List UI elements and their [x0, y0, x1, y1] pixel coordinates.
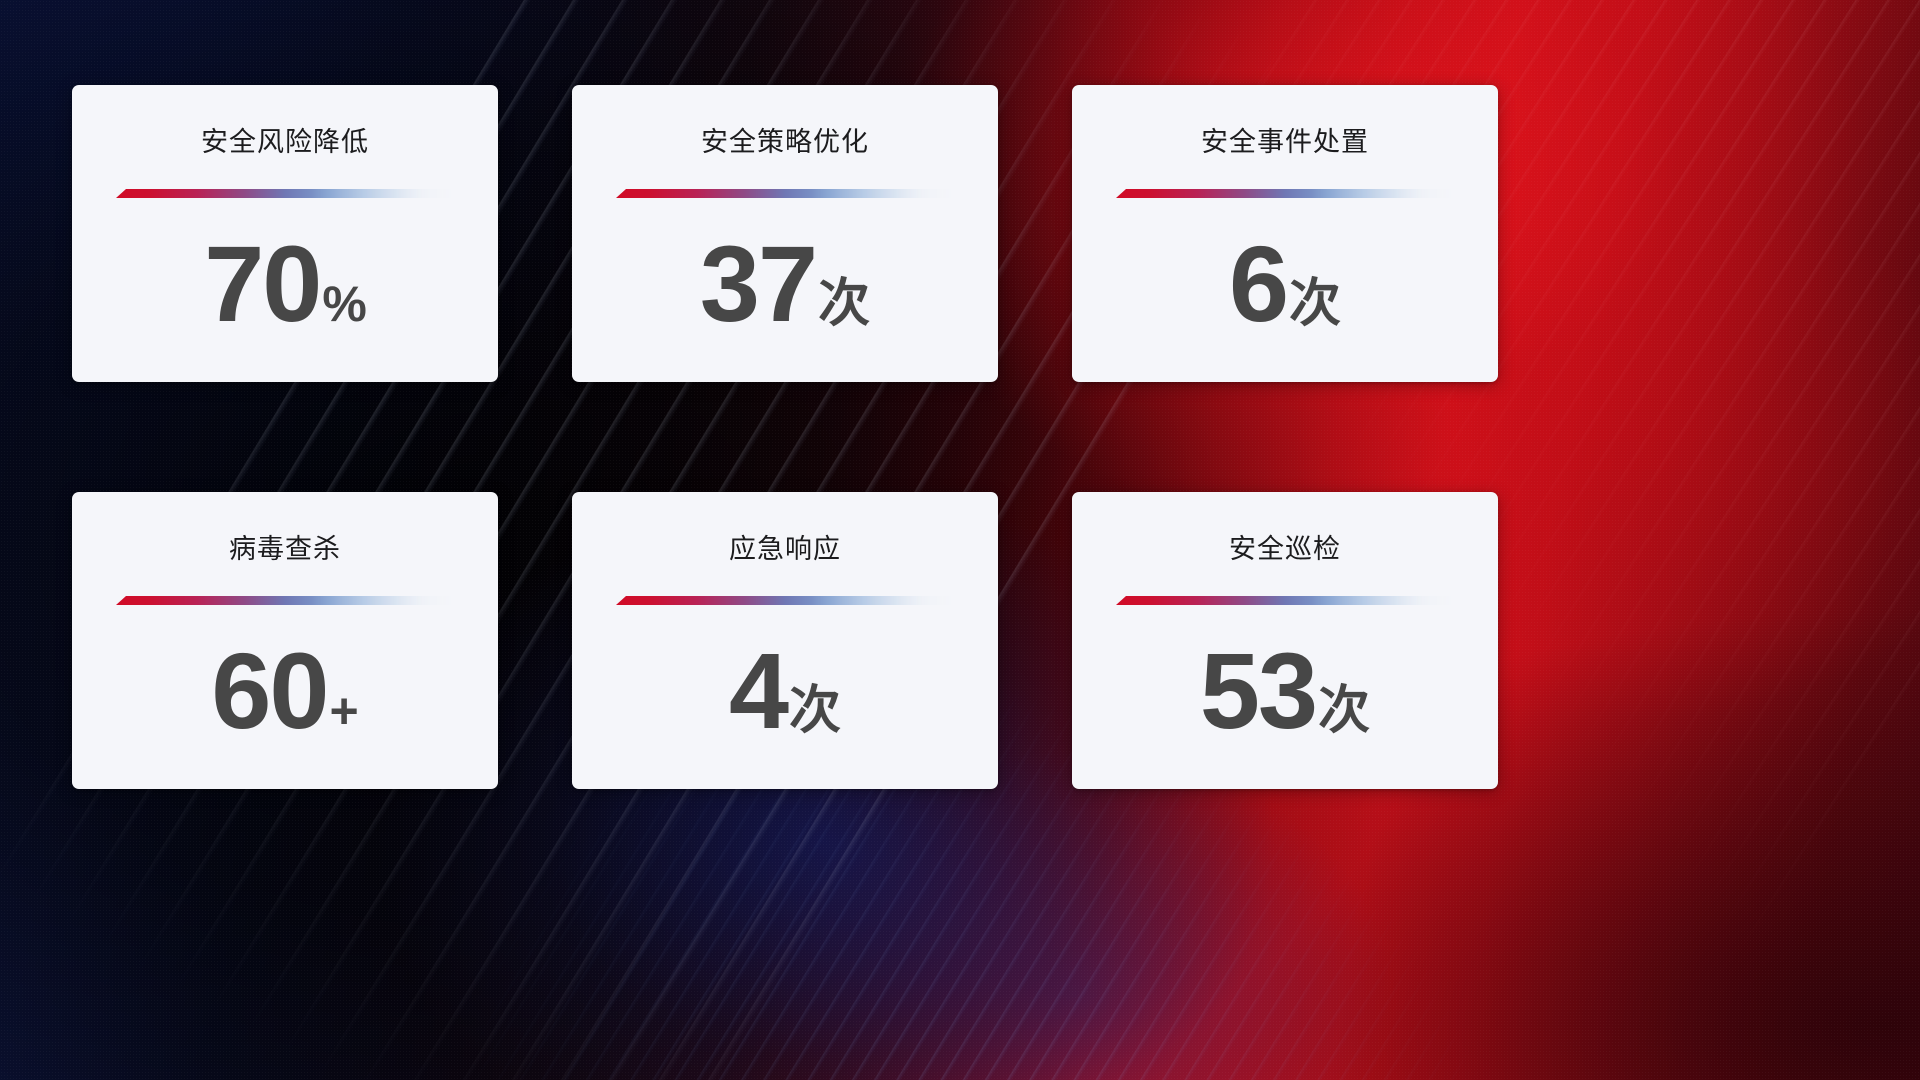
metric-unit: 次	[818, 275, 871, 333]
metric-card[interactable]: 安全事件处置 6 次	[1072, 85, 1498, 382]
metric-readout: 6 次	[1072, 223, 1498, 344]
gradient-divider	[116, 189, 454, 198]
card-title: 安全风险降低	[201, 127, 369, 157]
metric-value: 4	[728, 630, 789, 751]
gradient-divider	[1116, 596, 1454, 605]
metric-readout: 70 %	[72, 223, 498, 344]
metric-unit: 次	[789, 682, 842, 740]
gradient-divider	[116, 596, 454, 605]
metric-card[interactable]: 安全风险降低 70 %	[72, 85, 498, 382]
metric-unit: +	[329, 683, 359, 739]
card-title: 安全巡检	[1229, 534, 1341, 564]
metric-card[interactable]: 安全策略优化 37 次	[572, 85, 998, 382]
gradient-divider	[616, 596, 954, 605]
card-title: 应急响应	[729, 534, 841, 564]
metric-card[interactable]: 应急响应 4 次	[572, 492, 998, 789]
metric-value: 6	[1228, 223, 1289, 344]
metric-value: 70	[204, 223, 322, 344]
card-title: 安全事件处置	[1201, 127, 1369, 157]
metric-value: 53	[1199, 630, 1318, 751]
metric-readout: 37 次	[572, 223, 998, 344]
metric-readout: 4 次	[572, 630, 998, 751]
card-title: 病毒查杀	[229, 534, 341, 564]
metric-readout: 53 次	[1072, 630, 1498, 751]
metric-card[interactable]: 安全巡检 53 次	[1072, 492, 1498, 789]
metric-unit: 次	[1289, 275, 1342, 333]
metric-unit: 次	[1318, 682, 1371, 740]
metric-card-grid: 安全风险降低 70 % 安全策略优化 37 次 安全事件处置 6 次 病毒查	[72, 85, 1498, 789]
gradient-divider	[616, 189, 954, 198]
metric-card[interactable]: 病毒查杀 60 +	[72, 492, 498, 789]
metric-unit: %	[322, 276, 366, 332]
metric-value: 60	[211, 630, 329, 751]
gradient-divider	[1116, 189, 1454, 198]
card-title: 安全策略优化	[701, 127, 869, 157]
metric-value: 37	[699, 223, 818, 344]
metric-readout: 60 +	[72, 630, 498, 751]
